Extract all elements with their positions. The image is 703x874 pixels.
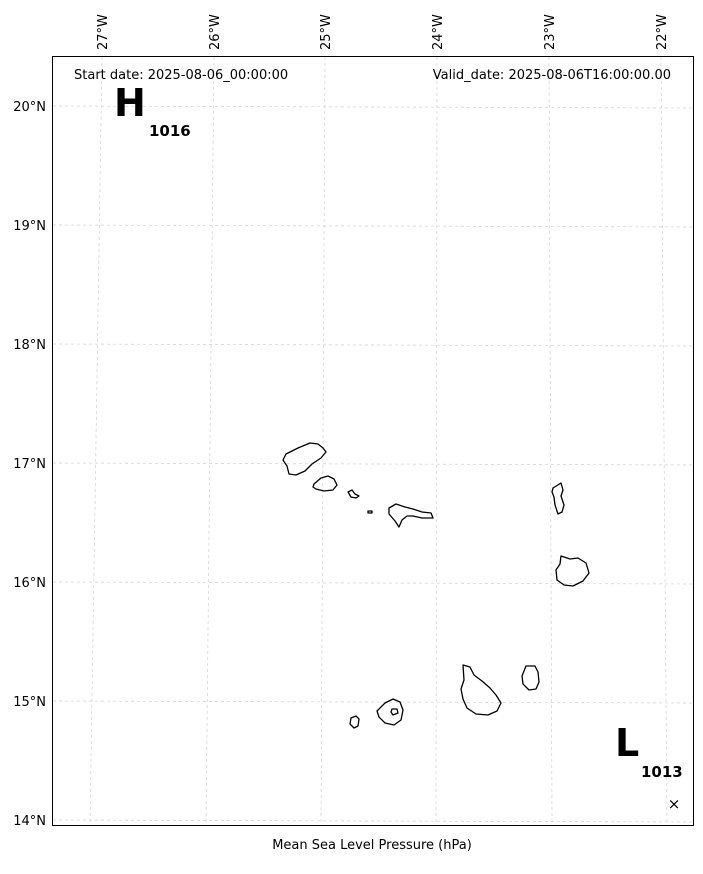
fogo-caldera (390, 708, 399, 716)
island-brava (349, 715, 360, 729)
lon-label-27w: 27°W (96, 14, 111, 50)
lat-label-18n: 18°N (13, 338, 46, 353)
gridline-lat-16 (52, 581, 694, 585)
colorbar-label: Mean Sea Level Pressure (hPa) (272, 838, 472, 853)
valid-date-label: Valid_date: 2025-08-06T16:00:00.00 (433, 68, 671, 83)
lat-labels: 20°N 19°N 18°N 17°N 16°N 15°N 14°N (13, 100, 46, 829)
island-fogo (376, 698, 404, 726)
high-pressure-symbol: H (114, 81, 146, 125)
lon-label-25w: 25°W (319, 14, 334, 50)
lon-labels: 27°W 26°W 25°W 24°W 23°W 22°W (96, 14, 670, 50)
lon-label-22w: 22°W (655, 14, 670, 50)
gridline-lon-22 (660, 56, 668, 826)
gridline-lon-27 (89, 56, 103, 826)
coastlines (282, 442, 590, 729)
lat-label-20n: 20°N (13, 100, 46, 115)
lat-label-14n: 14°N (13, 814, 46, 829)
gridline-lat-14 (52, 819, 694, 823)
gridline-lon-25 (320, 56, 326, 826)
low-pressure-value: 1013 (641, 763, 683, 781)
island-sao-nicolau (388, 503, 434, 528)
start-date-label: Start date: 2025-08-06_00:00:00 (74, 68, 288, 83)
low-pressure-symbol: L (615, 721, 639, 765)
gridline-lat-19 (52, 224, 694, 228)
island-santo-antao (282, 442, 327, 476)
high-pressure-value: 1016 (149, 122, 191, 140)
lon-label-26w: 26°W (208, 14, 223, 50)
gridline-lon-23 (548, 56, 553, 826)
island-sao-vicente (312, 475, 338, 492)
gridline-lon-26 (205, 56, 215, 826)
island-maio (521, 665, 540, 691)
island-santa-luzia (347, 489, 360, 499)
island-sal (551, 482, 565, 515)
gridline-lon-24 (435, 56, 438, 826)
low-pressure-marker: × (668, 795, 681, 813)
island-santiago (460, 664, 502, 716)
lon-label-23w: 23°W (543, 14, 558, 50)
gridline-lat-17 (52, 462, 694, 466)
lat-label-17n: 17°N (13, 457, 46, 472)
gridline-lat-20 (52, 105, 694, 109)
gridlines (52, 56, 694, 826)
map-frame (52, 56, 694, 826)
island-raso (367, 510, 373, 514)
island-boa-vista (555, 555, 590, 587)
lat-label-16n: 16°N (13, 576, 46, 591)
lat-label-19n: 19°N (13, 219, 46, 234)
lon-label-24w: 24°W (431, 14, 446, 50)
lat-label-15n: 15°N (13, 695, 46, 710)
gridline-lat-15 (52, 700, 694, 704)
gridline-lat-18 (52, 343, 694, 347)
